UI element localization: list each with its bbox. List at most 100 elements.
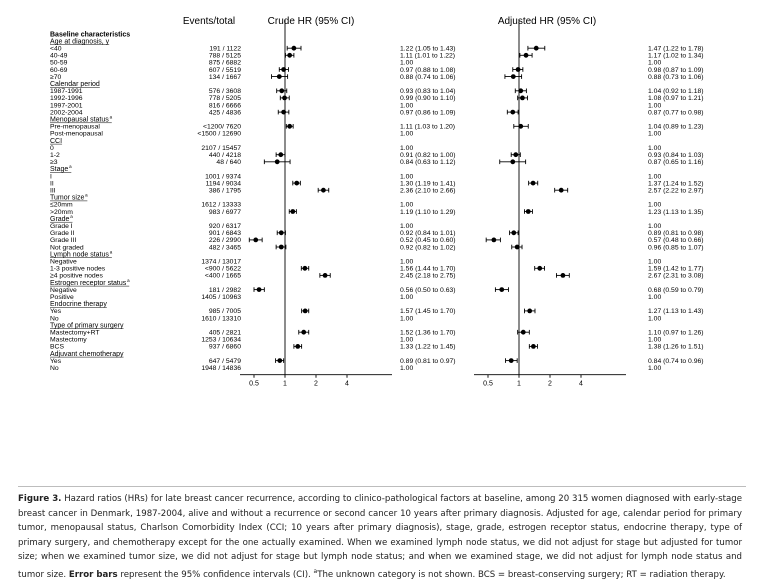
adjusted-hr-text: 1.00 (648, 365, 661, 372)
crude-hr-point (321, 187, 326, 193)
adjusted-hr-point (514, 244, 520, 250)
row-label: II (50, 180, 54, 187)
adjusted-hr-text: 1.10 (0.97 to 1.26) (648, 330, 704, 337)
adjusted-hr-text: 1.04 (0.92 to 1.18) (648, 88, 704, 95)
row-label: >20mm (50, 209, 73, 216)
group-header: Lymph node status (50, 251, 109, 258)
crude-hr-text: 0.52 (0.45 to 0.60) (400, 237, 456, 244)
crude-hr-text: 1.52 (1.36 to 1.70) (400, 330, 456, 337)
crude-hr-point (256, 287, 262, 292)
adjusted-hr-point (518, 88, 524, 94)
crude-hr-point (322, 273, 328, 278)
events-total: 1948 / 14836 (201, 365, 241, 372)
row-label: Yes (50, 308, 62, 315)
adjusted-hr-text: 0.89 (0.81 to 0.98) (648, 230, 704, 237)
adjusted-hr-header: Adjusted HR (95% CI) (498, 16, 596, 27)
crude-hr-text: 0.93 (0.83 to 1.04) (400, 88, 456, 95)
row-label: Grade II (50, 230, 75, 237)
crude-hr-text: 1.11 (1.01 to 1.22) (400, 53, 455, 60)
events-total: 576 / 3608 (209, 88, 241, 95)
events-total: 1610 / 13310 (201, 315, 241, 322)
crude-hr-point (302, 308, 308, 314)
crude-hr-text: 2.45 (2.18 to 2.75) (400, 273, 456, 280)
crude-hr-text: 1.00 (400, 365, 413, 372)
row-label: 40-49 (50, 53, 68, 60)
crude-hr-text: 1.00 (400, 145, 413, 152)
adjusted-hr-point (510, 159, 516, 165)
crude-hr-point (279, 88, 285, 94)
crude-hr-text: 0.97 (0.86 to 1.09) (400, 109, 456, 116)
group-header-footnote-mark: a (70, 214, 73, 219)
crude-hr-text: 0.97 (0.88 to 1.08) (400, 67, 456, 74)
crude-hr-text: 0.91 (0.82 to 1.00) (400, 152, 456, 159)
crude-hr-text: 1.33 (1.22 to 1.45) (400, 344, 456, 351)
events-total: 1405 / 10963 (201, 294, 241, 301)
row-label: 1997-2001 (50, 102, 83, 109)
row-label: 1-2 (50, 152, 60, 159)
adjusted-hr-text: 1.04 (0.89 to 1.23) (648, 124, 704, 131)
crude-hr-point (274, 159, 280, 165)
row-label: <40 (50, 46, 62, 53)
events-total: 440 / 4218 (209, 152, 241, 159)
adjusted-hr-point (531, 344, 536, 349)
adjusted-hr-point (525, 209, 531, 214)
group-header-footnote-mark: a (110, 249, 113, 254)
group-header: Endocrine therapy (50, 301, 107, 308)
events-total: 1374 / 13017 (201, 259, 241, 266)
group-header-footnote-mark: a (69, 164, 72, 169)
row-label: 50-59 (50, 60, 68, 67)
row-label: 2002-2004 (50, 109, 83, 116)
row-label: 1992-1996 (50, 95, 83, 102)
adjusted-hr-point (515, 67, 521, 72)
section-title: Baseline characteristics (50, 31, 130, 38)
crude-hr-text: 0.88 (0.74 to 1.06) (400, 74, 456, 81)
adjusted-hr-point (518, 123, 524, 129)
crude-x-tick-label: 1 (283, 381, 287, 388)
crude-hr-text: 0.89 (0.81 to 0.97) (400, 358, 456, 365)
row-label: Mastectomy (50, 337, 87, 344)
row-label: ≥4 positive nodes (50, 273, 103, 280)
events-total: 920 / 6317 (209, 223, 241, 230)
events-total: <400 / 1665 (205, 273, 241, 280)
events-total: 816 / 6666 (209, 102, 241, 109)
events-total: <900 / 5622 (205, 266, 241, 273)
events-total: 425 / 4836 (209, 109, 241, 116)
crude-hr-text: 0.99 (0.90 to 1.10) (400, 95, 456, 102)
crude-hr-text: 1.30 (1.19 to 1.41) (400, 180, 456, 187)
caption-divider (18, 486, 746, 487)
crude-hr-text: 1.00 (400, 202, 413, 209)
row-label: Negative (50, 287, 77, 294)
adjusted-x-tick-label: 1 (517, 381, 521, 388)
adjusted-hr-point (510, 74, 516, 79)
caption-tail: represent the 95% confidence intervals (… (117, 569, 314, 580)
crude-hr-text: 0.56 (0.50 to 0.63) (400, 287, 456, 294)
adjusted-hr-text: 1.00 (648, 145, 661, 152)
group-header: Stage (50, 166, 68, 173)
adjusted-hr-point (537, 265, 543, 271)
group-header: Type of primary surgery (50, 322, 124, 329)
adjusted-hr-text: 1.38 (1.26 to 1.51) (648, 344, 704, 351)
row-label: 0 (50, 145, 54, 152)
events-total: 875 / 6882 (209, 60, 241, 67)
row-label: No (50, 365, 59, 372)
crude-hr-point (287, 52, 293, 58)
adjusted-hr-text: 1.00 (648, 131, 661, 138)
row-label: III (50, 188, 56, 195)
events-total: 405 / 2821 (209, 330, 241, 337)
events-total-header: Events/total (183, 16, 235, 27)
events-total: 1253 / 10634 (201, 337, 241, 344)
crude-hr-point (278, 152, 284, 158)
crude-hr-text: 1.00 (400, 102, 413, 109)
group-header: Age at diagnosis, y (50, 38, 110, 45)
crude-hr-point (287, 123, 293, 129)
row-label: Grade III (50, 237, 77, 244)
crude-hr-text: 1.22 (1.05 to 1.43) (400, 46, 456, 53)
crude-hr-text: 1.00 (400, 173, 413, 180)
crude-x-tick-label: 0.5 (249, 381, 259, 388)
adjusted-hr-text: 0.57 (0.48 to 0.66) (648, 237, 704, 244)
group-header: Adjuvant chemotherapy (50, 351, 124, 358)
adjusted-hr-point (520, 95, 525, 101)
row-label: Post-menopausal (50, 131, 103, 138)
adjusted-hr-text: 1.00 (648, 102, 661, 109)
crude-hr-point (253, 237, 259, 243)
